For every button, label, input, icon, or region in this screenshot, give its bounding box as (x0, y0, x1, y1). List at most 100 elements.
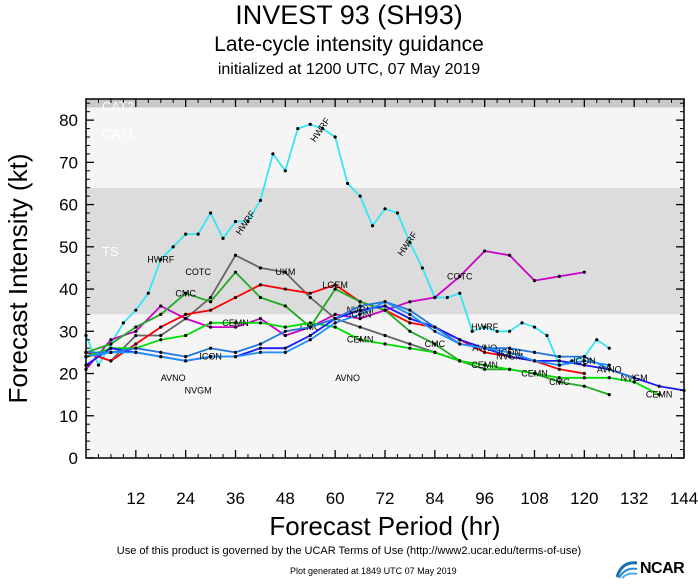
point-lgem (582, 371, 586, 376)
point-hwrf (445, 295, 449, 300)
point-hwrf (171, 245, 175, 249)
point-ukm (233, 253, 238, 257)
point-hwrf (545, 333, 549, 338)
point-hwrf (308, 122, 312, 126)
point-nvgm (657, 384, 661, 388)
point-hwrf (358, 194, 362, 198)
x-tick-label: 84 (425, 489, 444, 508)
point-icon (184, 359, 188, 363)
point-nvgm (258, 346, 263, 350)
y-tick-label: 20 (59, 365, 78, 384)
point-hwrf (208, 211, 213, 215)
point-cmc (607, 393, 611, 397)
point-cotc (134, 329, 138, 333)
point-hwrf (221, 236, 225, 240)
band-label-cat1: CAT1 (102, 126, 134, 141)
point-cotc (358, 317, 362, 321)
y-tick-label: 30 (59, 322, 78, 341)
point-ukm (184, 317, 188, 321)
point-icon (532, 359, 537, 363)
point-cmc (283, 304, 287, 308)
point-hwrf (408, 241, 412, 245)
point-hwrf (333, 135, 337, 139)
point-avno (557, 355, 562, 359)
point-icon (134, 350, 138, 355)
point-icon (383, 300, 387, 304)
series-label-cmc: CMC (175, 288, 196, 298)
series-label-hwrf: HWRF (471, 322, 498, 332)
point-cotc (557, 274, 562, 278)
point-icon (507, 350, 512, 355)
point-hwrf (420, 266, 424, 270)
point-ukm (308, 295, 312, 300)
point-icon (483, 346, 487, 350)
point-cemn (333, 325, 337, 329)
point-nvgm (283, 346, 287, 350)
y-tick-label: 50 (59, 238, 78, 257)
point-cmc (233, 270, 238, 274)
point-hwrf (470, 329, 474, 333)
point-icon (582, 359, 586, 363)
point-cemn (532, 371, 537, 376)
point-cemn (657, 393, 661, 397)
point-cmc (333, 287, 337, 291)
point-hwrf (532, 325, 537, 329)
y-tick-label: 70 (59, 153, 78, 172)
x-tick-label: 24 (176, 489, 195, 508)
point-avno (632, 376, 636, 380)
x-tick-label: 72 (376, 489, 395, 508)
point-hwrf (283, 169, 287, 173)
series-label-nvgm: NVGM (185, 385, 212, 395)
point-cotc (258, 317, 263, 321)
point-cmc (483, 367, 487, 371)
series-label-avno: AVNO (597, 364, 622, 374)
point-icon (308, 338, 312, 342)
point-hwrf (607, 346, 611, 350)
point-avno (532, 350, 537, 355)
point-hwrf (483, 325, 487, 329)
x-tick-label: 144 (670, 489, 698, 508)
ncar-logo: NCAR (615, 559, 696, 579)
point-cemn (233, 321, 238, 325)
y-tick-label: 40 (59, 280, 78, 299)
point-lgem (483, 350, 487, 355)
point-cmc (557, 380, 562, 384)
point-cotc (333, 312, 337, 316)
point-cotc (233, 325, 238, 329)
point-lgem (208, 308, 213, 312)
y-tick-label: 10 (59, 407, 78, 426)
series-label-cmc: CMC (549, 377, 570, 387)
band-label-cat2: CAT2 (102, 99, 134, 114)
point-cemn (458, 359, 462, 363)
point-lgem (109, 359, 113, 363)
point-cemn (184, 333, 188, 338)
point-avno (433, 325, 437, 329)
point-hwrf (370, 224, 375, 228)
point-cmc (408, 329, 412, 333)
y-tick-label: 60 (59, 196, 78, 215)
point-lgem (134, 342, 138, 346)
point-icon (258, 350, 263, 355)
series-label-nvgm: NVGM (496, 352, 523, 362)
band-cat1 (86, 107, 684, 188)
point-hwrf (246, 219, 250, 224)
chart-subtitle: Late-cycle intensity guidance (214, 33, 484, 56)
x-tick-label: 60 (326, 489, 345, 508)
point-hwrf (383, 207, 387, 211)
series-label-cemn: CEMN (471, 360, 498, 370)
point-hwrf (134, 308, 138, 312)
series-line-cemn (85, 321, 660, 396)
point-cmc (582, 384, 586, 388)
point-hwrf (296, 126, 300, 131)
point-lgem (557, 367, 562, 371)
x-tick-label: 12 (126, 489, 145, 508)
point-nvgm (507, 355, 512, 359)
point-cmc (159, 312, 163, 316)
point-hwrf (520, 321, 524, 325)
point-avno (607, 367, 611, 371)
series-label-cemn: CEMN (347, 335, 374, 345)
point-nvgm (358, 308, 362, 312)
init-time: initialized at 1200 UTC, 07 May 2019 (217, 61, 481, 78)
point-cmc (208, 300, 213, 304)
